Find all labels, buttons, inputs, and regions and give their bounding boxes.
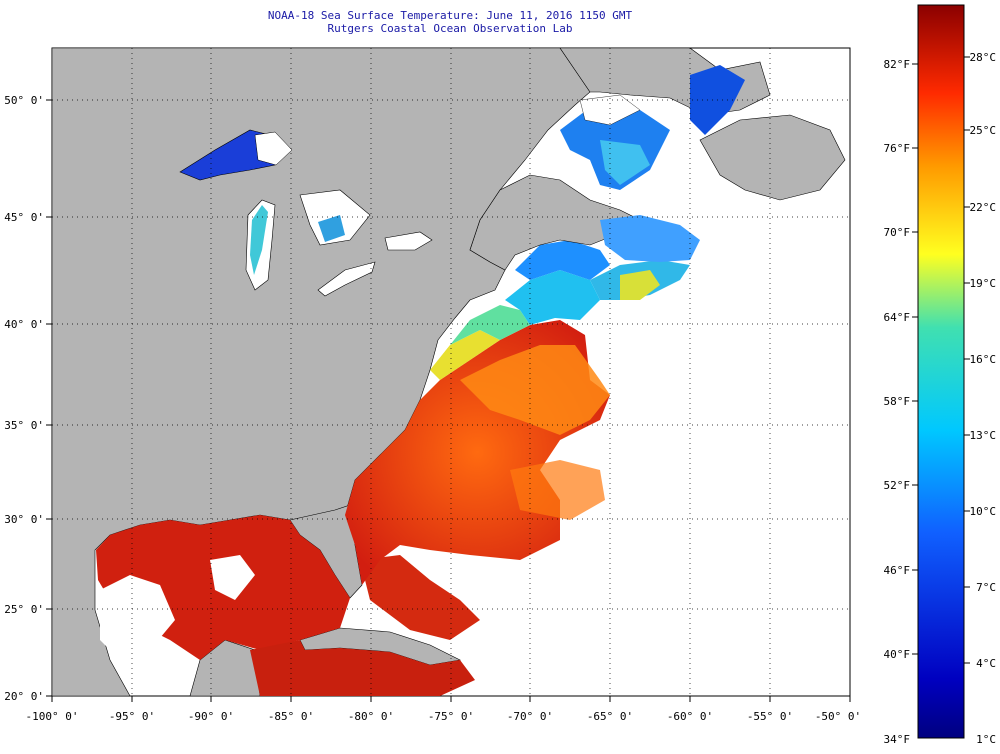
f-label: 40°F [884, 648, 911, 661]
lat-label: 25° 0' [4, 603, 44, 616]
celsius-labels: 28°C 25°C 22°C 19°C 16°C 13°C 10°C 7°C 4… [970, 51, 997, 746]
land-newfoundland [699, 114, 846, 201]
sst-gulf-of-maine [515, 240, 610, 280]
map-subtitle: Rutgers Coastal Ocean Observation Lab [327, 22, 573, 35]
f-label: 34°F [884, 733, 911, 746]
sst-gulf-nodata [100, 575, 175, 660]
lake-huron-color [318, 215, 345, 242]
c-label: 10°C [970, 505, 997, 518]
axis-ticks [46, 99, 851, 702]
map-title: NOAA-18 Sea Surface Temperature: June 11… [267, 9, 633, 22]
sst-bahamas [360, 555, 480, 640]
lat-label: 35° 0' [4, 419, 44, 432]
c-label: 25°C [970, 124, 997, 137]
f-label: 70°F [884, 226, 911, 239]
lat-label: 45° 0' [4, 211, 44, 224]
sst-new-york-bight [450, 305, 530, 345]
f-label: 58°F [884, 395, 911, 408]
lon-label: -75° 0' [428, 710, 474, 723]
lat-label: 20° 0' [4, 690, 44, 703]
lon-label: -90° 0' [188, 710, 234, 723]
lon-label: -60° 0' [667, 710, 713, 723]
c-label: 13°C [970, 429, 997, 442]
sst-gulf-st-lawrence-white [579, 94, 641, 126]
lat-labels: 50° 0' 45° 0' 40° 0' 35° 0' 30° 0' 25° 0… [4, 94, 44, 703]
lon-label: -100° 0' [26, 710, 79, 723]
colorbar [917, 4, 965, 739]
f-label: 52°F [884, 479, 911, 492]
sst-mid-atlantic-yellow [430, 330, 500, 380]
sst-caribbean [250, 640, 475, 696]
fahrenheit-labels: 82°F 76°F 70°F 64°F 58°F 52°F 46°F 40°F … [884, 58, 911, 746]
lake-erie [317, 261, 376, 297]
lon-label: -65° 0' [587, 710, 633, 723]
sst-nova-scotia-coast [600, 215, 700, 262]
sst-georges-bank [505, 270, 600, 325]
f-label: 76°F [884, 142, 911, 155]
c-label: 19°C [970, 277, 997, 290]
lake-ontario [384, 231, 433, 251]
lat-label: 40° 0' [4, 318, 44, 331]
lat-label: 50° 0' [4, 94, 44, 107]
lon-labels: -100° 0' -95° 0' -90° 0' -85° 0' -80° 0'… [26, 710, 862, 723]
c-label: 1°C [976, 733, 996, 746]
f-label: 46°F [884, 564, 911, 577]
lon-label: -55° 0' [747, 710, 793, 723]
sst-atlantic-orange [460, 345, 610, 435]
graticule [52, 48, 850, 696]
colorbar-ticks [912, 56, 970, 664]
lake-michigan-color [250, 205, 268, 275]
c-label: 22°C [970, 201, 997, 214]
lon-label: -50° 0' [815, 710, 861, 723]
sst-gulf-nodata-2 [210, 555, 255, 600]
lake-superior-white [254, 131, 293, 166]
lat-label: 30° 0' [4, 513, 44, 526]
lon-label: -80° 0' [348, 710, 394, 723]
lon-label: -70° 0' [507, 710, 553, 723]
c-label: 7°C [976, 581, 996, 594]
f-label: 64°F [884, 311, 911, 324]
lon-label: -95° 0' [109, 710, 155, 723]
lon-label: -85° 0' [268, 710, 314, 723]
c-label: 4°C [976, 657, 996, 670]
sst-st-lawrence-cyan [600, 140, 650, 185]
c-label: 16°C [970, 353, 997, 366]
land-maritimes [469, 174, 641, 271]
sst-nova-scotia-yellow [620, 270, 660, 300]
c-label: 28°C [970, 51, 997, 64]
f-label: 82°F [884, 58, 911, 71]
sst-warm-patch [510, 460, 605, 520]
